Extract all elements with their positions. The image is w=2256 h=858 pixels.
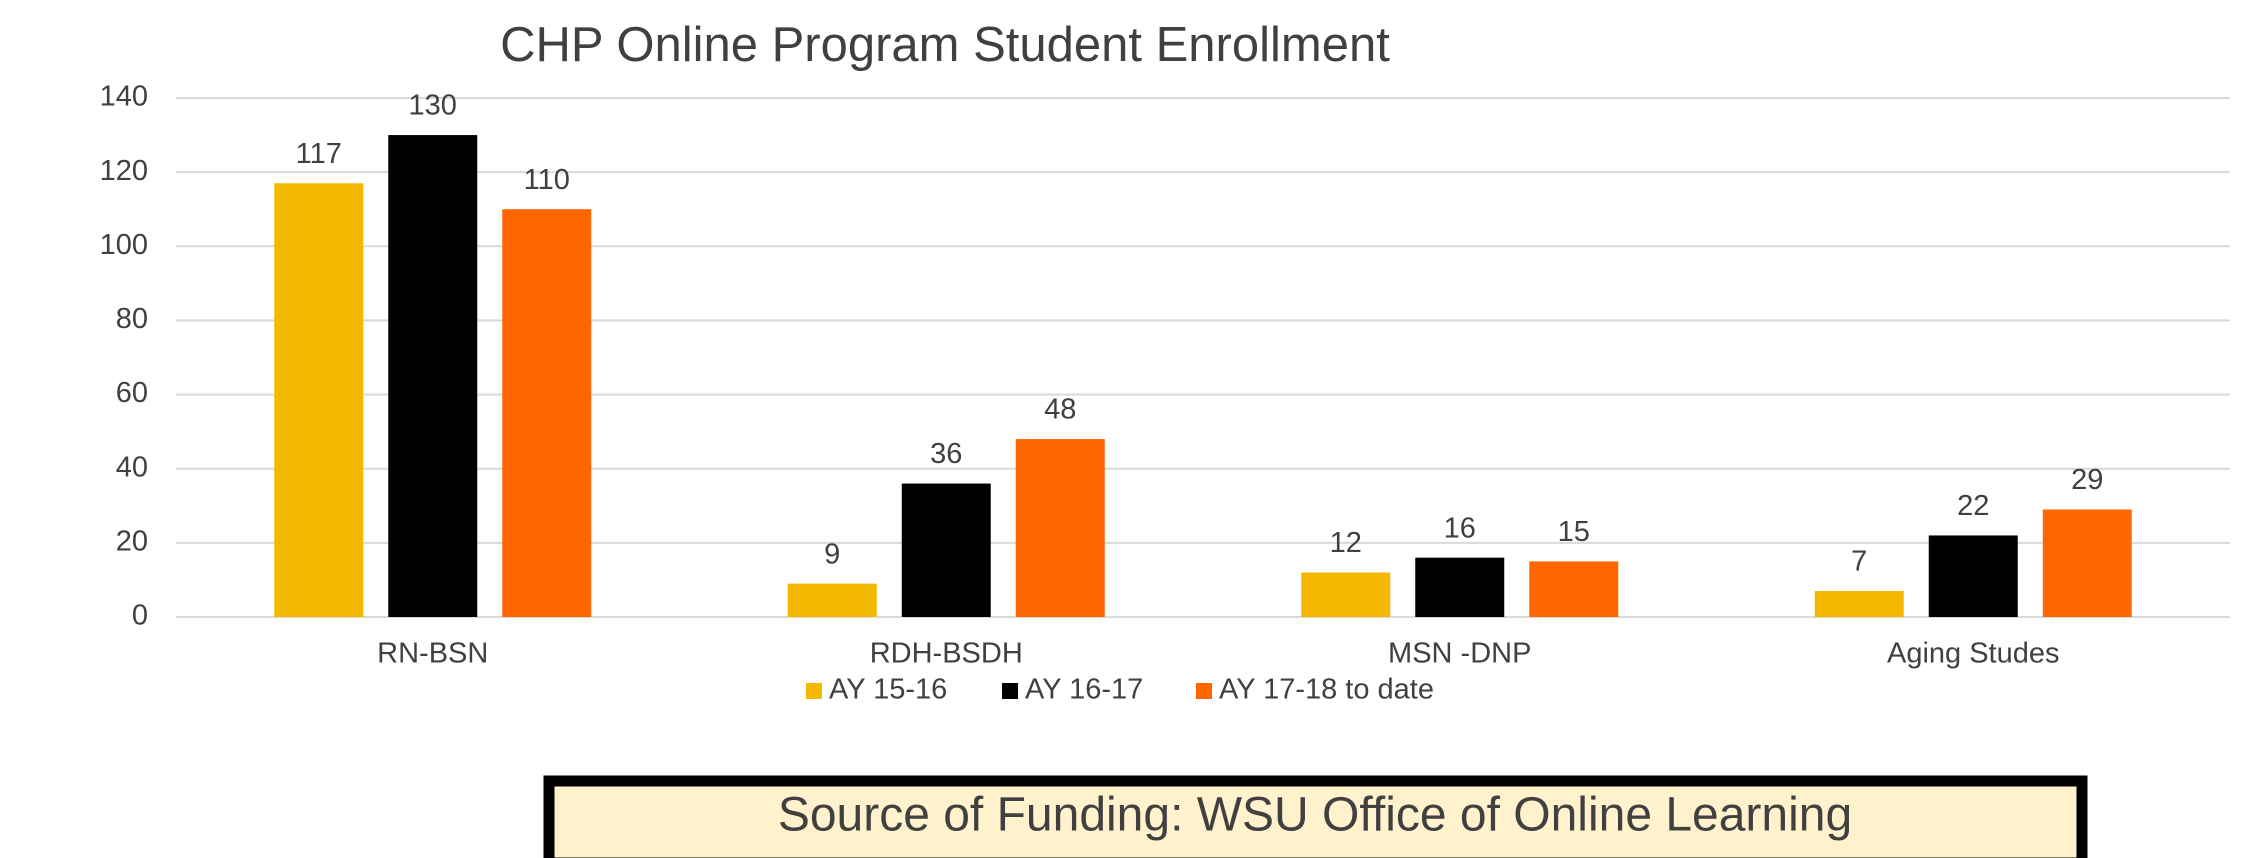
y-tick-label: 0 <box>132 600 148 632</box>
chart-title: CHP Online Program Student Enrollment <box>500 18 1390 72</box>
bar <box>1015 439 1105 617</box>
x-tick-label: RN-BSN <box>377 638 488 670</box>
y-tick-label: 100 <box>100 229 148 261</box>
y-tick-label: 60 <box>116 377 148 409</box>
legend-label: AY 15-16 <box>829 674 947 706</box>
bar <box>388 135 478 618</box>
legend-swatch <box>806 683 822 699</box>
data-label: 7 <box>1851 546 1867 578</box>
data-label: 48 <box>1044 394 1076 426</box>
data-label: 36 <box>930 438 962 470</box>
y-tick-label: 20 <box>116 526 148 558</box>
data-label: 15 <box>1558 516 1590 548</box>
bar <box>1814 591 1904 617</box>
legend-label: AY 17-18 to date <box>1219 674 1434 706</box>
data-label: 110 <box>524 164 570 196</box>
bar <box>1415 557 1505 617</box>
y-tick-label: 140 <box>100 81 148 113</box>
bar <box>1928 535 2018 617</box>
bar <box>1529 561 1619 617</box>
y-tick-label: 40 <box>116 451 148 483</box>
bar <box>274 183 364 617</box>
data-label: 12 <box>1330 527 1362 559</box>
data-label: 117 <box>296 138 342 170</box>
y-tick-label: 120 <box>100 155 148 187</box>
x-tick-label: RDH-BSDH <box>870 638 1023 670</box>
data-label: 22 <box>1957 490 1989 522</box>
legend-swatch <box>1002 683 1018 699</box>
data-label: 9 <box>824 538 840 570</box>
bar <box>502 209 592 617</box>
bar <box>901 483 991 617</box>
source-box <box>543 775 2088 858</box>
x-tick-label: Aging Studes <box>1887 638 2060 670</box>
data-label: 130 <box>409 90 457 122</box>
data-label: 29 <box>2071 464 2103 496</box>
data-label: 16 <box>1444 512 1476 544</box>
bar <box>1301 572 1391 617</box>
bar <box>2042 509 2132 617</box>
legend-swatch <box>1196 683 1212 699</box>
y-tick-label: 80 <box>116 303 148 335</box>
x-tick-label: MSN -DNP <box>1388 638 1531 670</box>
source-note: Source of Funding: WSU Office of Online … <box>778 789 1852 842</box>
legend-label: AY 16-17 <box>1025 674 1143 706</box>
bar <box>787 583 877 617</box>
